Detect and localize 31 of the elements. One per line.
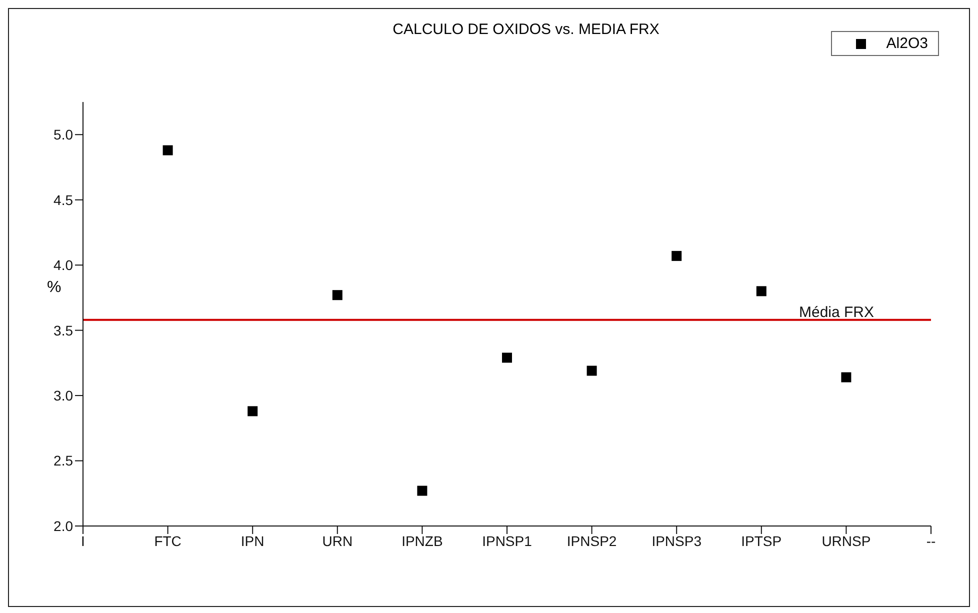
y-tick-label: 5.0 [54, 126, 74, 143]
x-tick-label: IPNSP1 [482, 532, 532, 549]
point [417, 486, 428, 496]
chart-title: CALCULO DE OXIDOS vs. MEDIA FRX [392, 21, 660, 38]
x-tick-label: -- [926, 532, 936, 549]
x-tick-label: URNSP [822, 532, 871, 549]
y-tick-label: 4.0 [54, 257, 74, 274]
x-tick-label: IPN [240, 532, 264, 549]
y-tick-label: 2.0 [54, 518, 74, 534]
point [332, 290, 342, 300]
x-tick-label: IPNZB [402, 532, 443, 549]
y-tick-label: 2.5 [54, 452, 74, 469]
y-tick-label: 3.0 [54, 388, 74, 404]
x-tick-label: I [81, 532, 85, 549]
point [502, 352, 512, 363]
x-tick-label: IPNSP3 [652, 532, 702, 549]
y-axis-title: % [47, 279, 62, 297]
point [248, 406, 258, 416]
ref-line-label: Média FRX [799, 304, 874, 321]
legend-label: Al2O3 [886, 35, 928, 52]
point [756, 286, 766, 296]
point [586, 366, 597, 376]
x-tick-label: FTC [154, 532, 182, 549]
point [162, 145, 173, 156]
y-tick-label: 4.5 [54, 192, 74, 208]
x-tick-label: URN [322, 532, 353, 549]
x-tick-label: IPTSP [741, 532, 782, 549]
y-tick-label: 3.5 [54, 322, 74, 338]
point [841, 372, 852, 382]
point [672, 250, 682, 261]
x-tick-label: IPNSP2 [566, 532, 617, 549]
